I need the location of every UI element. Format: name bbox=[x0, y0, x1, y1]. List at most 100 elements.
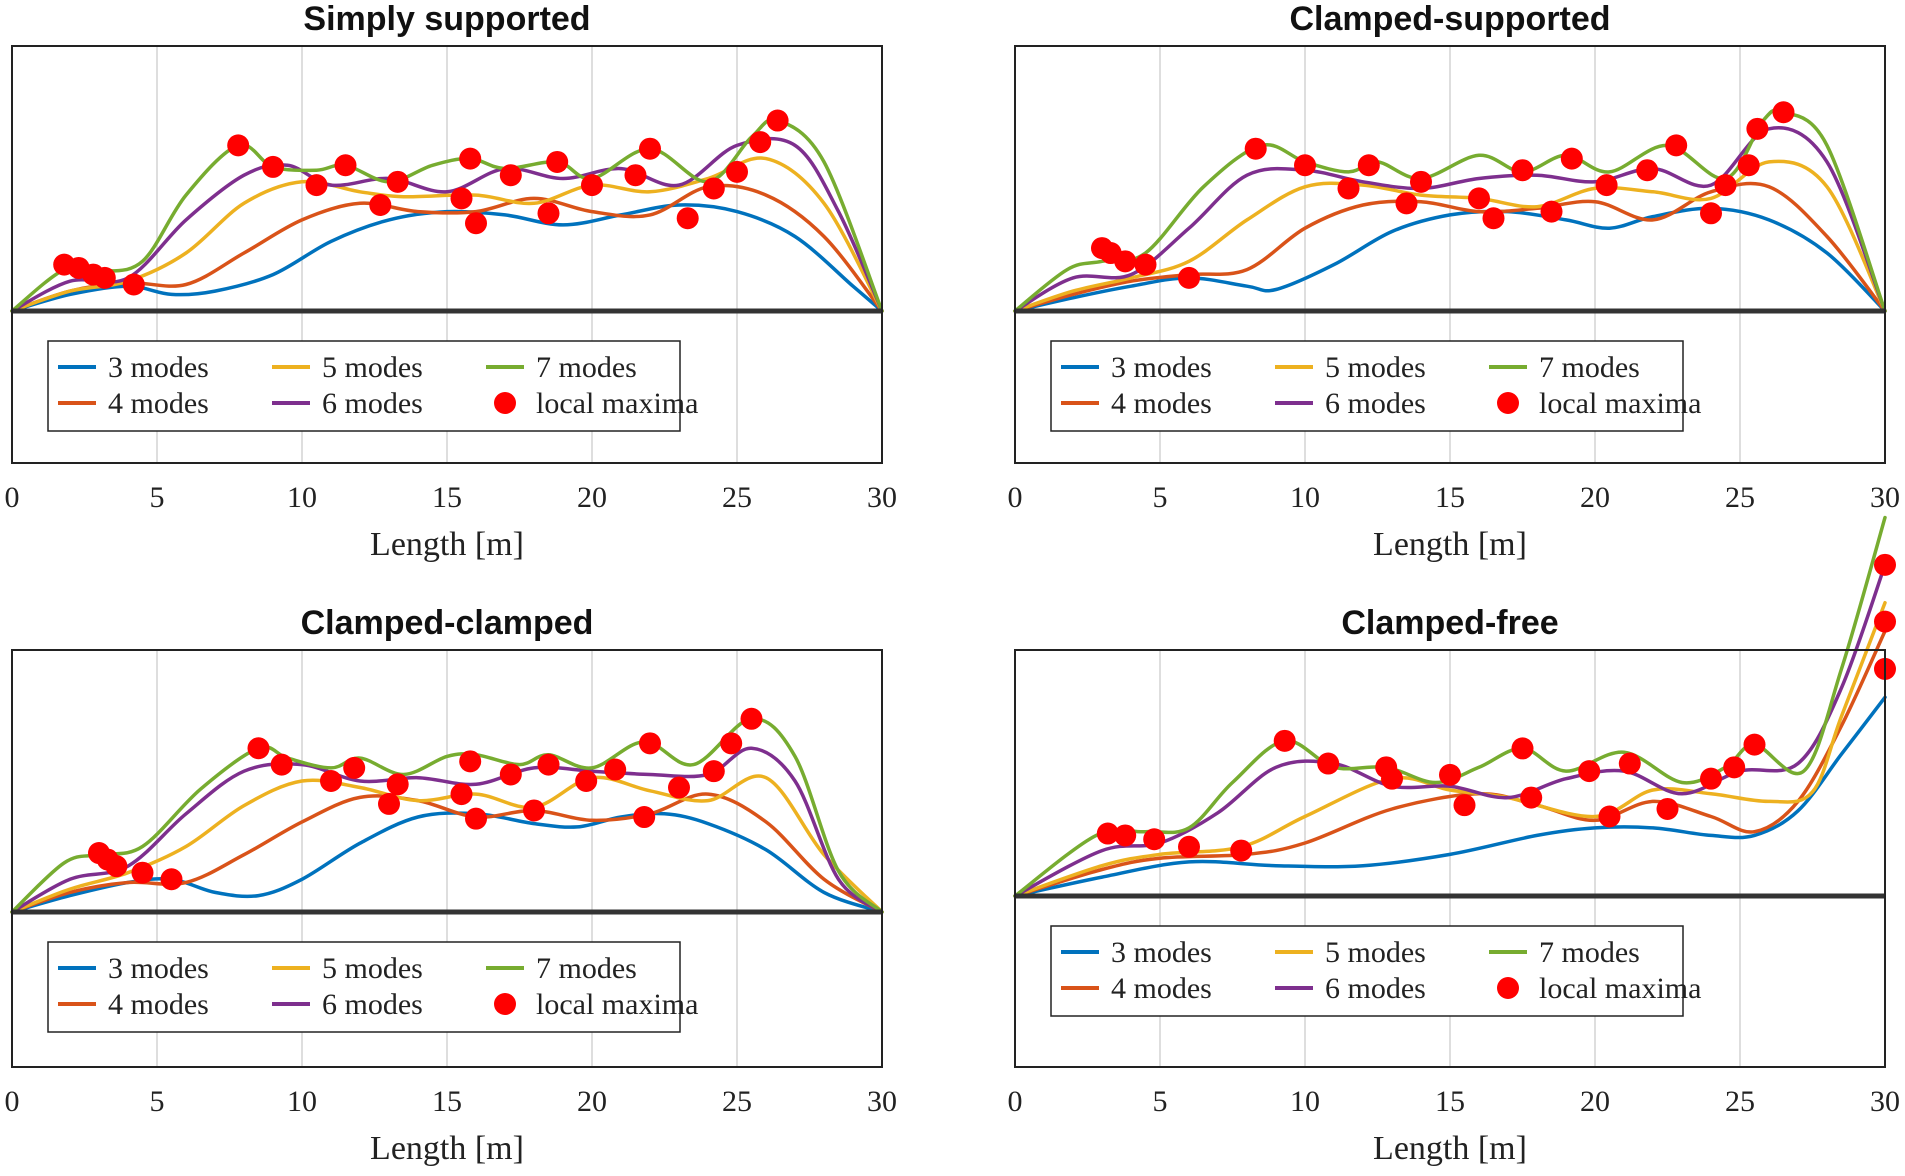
legend-label: 3 modes bbox=[108, 351, 209, 384]
local-maximum-marker bbox=[1520, 786, 1543, 809]
local-maximum-marker bbox=[726, 160, 748, 183]
local-maximum-marker bbox=[450, 783, 473, 806]
local-maximum-marker bbox=[581, 174, 603, 197]
legend-box bbox=[47, 340, 681, 432]
x-tick-label: 30 bbox=[1870, 481, 1900, 514]
chart-title: Clamped-free bbox=[1341, 604, 1558, 642]
local-maximum-marker bbox=[160, 868, 183, 891]
local-maximum-marker bbox=[1511, 737, 1534, 760]
local-maximum-marker bbox=[1714, 174, 1737, 197]
legend-label: 4 modes bbox=[108, 387, 209, 420]
local-maximum-marker bbox=[1410, 170, 1432, 193]
local-maximum-marker bbox=[1874, 610, 1896, 633]
local-maximum-marker bbox=[1700, 202, 1722, 225]
local-maximum-marker bbox=[1560, 147, 1583, 170]
x-tick-label: 10 bbox=[1290, 481, 1320, 514]
local-maximum-marker bbox=[1273, 729, 1296, 752]
local-maximum-marker bbox=[720, 732, 743, 755]
local-maximum-marker bbox=[1178, 835, 1200, 858]
legend-label: 7 modes bbox=[536, 952, 637, 985]
x-tick-label: 10 bbox=[1290, 1085, 1320, 1118]
local-maximum-marker bbox=[639, 732, 661, 755]
local-maximum-marker bbox=[749, 131, 772, 154]
legend-label: local maxima bbox=[536, 387, 698, 420]
local-maximum-marker bbox=[1439, 763, 1461, 786]
local-maximum-marker bbox=[537, 753, 560, 776]
local-maximum-marker bbox=[459, 147, 482, 170]
local-maximum-marker bbox=[604, 758, 627, 781]
local-maximum-marker bbox=[537, 202, 560, 225]
local-maximum-marker bbox=[386, 170, 409, 193]
legend-label: 5 modes bbox=[1325, 936, 1426, 969]
legend-label: local maxima bbox=[1539, 387, 1701, 420]
local-maximum-marker bbox=[1874, 553, 1896, 576]
local-maximum-marker bbox=[247, 737, 270, 760]
series-line-4-modes bbox=[1013, 181, 1887, 313]
legend-swatch bbox=[1497, 392, 1519, 414]
series-line-6-modes bbox=[1013, 563, 1887, 898]
local-maximum-marker bbox=[1453, 794, 1476, 817]
x-tick-label: 10 bbox=[287, 481, 317, 514]
local-maximum-marker bbox=[1578, 760, 1601, 783]
local-maximum-marker bbox=[633, 806, 656, 829]
x-axis-label: Length [m] bbox=[1373, 526, 1527, 563]
legend-label: 4 modes bbox=[1111, 972, 1212, 1005]
legend-label: 3 modes bbox=[1111, 936, 1212, 969]
chart-title: Clamped-clamped bbox=[301, 604, 594, 642]
local-maximum-marker bbox=[1540, 200, 1563, 223]
local-maximum-marker bbox=[1357, 154, 1380, 177]
x-tick-label: 20 bbox=[1580, 1085, 1610, 1118]
local-maximum-marker bbox=[702, 177, 725, 200]
local-maximum-marker bbox=[1317, 752, 1340, 775]
local-maximum-marker bbox=[1381, 767, 1403, 790]
legend-label: 6 modes bbox=[1325, 972, 1426, 1005]
local-maximum-marker bbox=[1746, 117, 1769, 140]
x-tick-label: 30 bbox=[867, 1085, 897, 1118]
local-maximum-marker bbox=[1482, 207, 1505, 230]
x-tick-label: 15 bbox=[432, 481, 462, 514]
local-maximum-marker bbox=[575, 770, 598, 792]
local-maximum-marker bbox=[1737, 154, 1760, 177]
local-maximum-marker bbox=[1723, 756, 1746, 779]
series-line-6-modes bbox=[10, 137, 884, 313]
x-tick-label: 20 bbox=[1580, 481, 1610, 514]
local-maximum-marker bbox=[639, 137, 661, 160]
x-tick-label: 0 bbox=[1008, 481, 1023, 514]
local-maximum-marker bbox=[668, 776, 690, 799]
local-maximum-marker bbox=[1595, 174, 1618, 197]
x-tick-label: 0 bbox=[5, 1085, 20, 1118]
legend-label: 5 modes bbox=[1325, 351, 1426, 384]
series-line-3-modes bbox=[1013, 695, 1887, 898]
local-maximum-marker bbox=[1772, 101, 1795, 124]
series-line-3-modes bbox=[1013, 206, 1887, 313]
local-maximum-marker bbox=[343, 756, 366, 779]
legend-label: 4 modes bbox=[1111, 387, 1212, 420]
x-tick-label: 10 bbox=[287, 1085, 317, 1118]
local-maximum-marker bbox=[1665, 134, 1688, 157]
local-maximum-marker bbox=[1598, 805, 1621, 828]
local-maximum-marker bbox=[386, 773, 409, 796]
x-tick-label: 25 bbox=[722, 1085, 752, 1118]
local-maximum-marker bbox=[523, 799, 545, 822]
local-maximum-marker bbox=[465, 807, 487, 830]
local-maximum-marker bbox=[1134, 253, 1157, 276]
chart-title: Clamped-supported bbox=[1289, 0, 1610, 38]
local-maximum-marker bbox=[378, 792, 400, 815]
x-tick-label: 0 bbox=[5, 481, 20, 514]
local-maximum-marker bbox=[766, 109, 789, 132]
legend-label: 5 modes bbox=[322, 952, 423, 985]
local-maximum-marker bbox=[1395, 192, 1418, 215]
local-maximum-marker bbox=[624, 164, 647, 187]
local-maximum-marker bbox=[1143, 828, 1166, 851]
x-tick-label: 30 bbox=[1870, 1085, 1900, 1118]
local-maximum-marker bbox=[227, 134, 250, 157]
legend-label: 6 modes bbox=[322, 387, 423, 420]
local-maximum-marker bbox=[499, 164, 522, 187]
local-maximum-marker bbox=[1743, 733, 1766, 756]
